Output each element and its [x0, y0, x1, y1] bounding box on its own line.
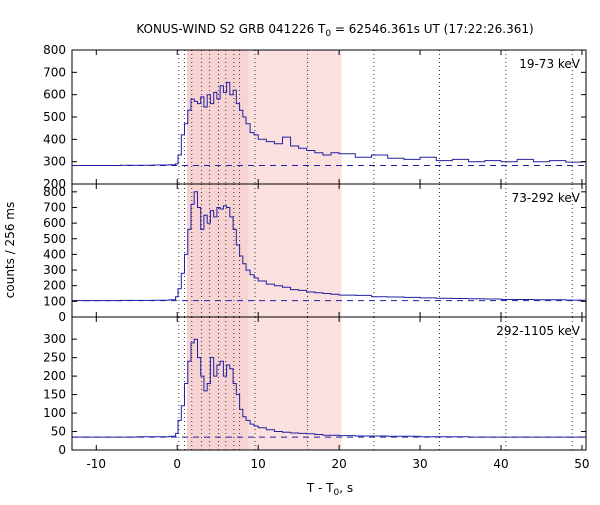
- highlight-band-inner: [186, 50, 249, 184]
- energy-band-label: 73-292 keV: [512, 191, 581, 205]
- light-curve-bottom: [72, 338, 586, 438]
- x-axis-label-main: T - T: [306, 481, 334, 495]
- y-tick-label: 250: [43, 351, 66, 365]
- chart-title-main: KONUS-WIND S2 GRB 041226 T: [136, 22, 326, 36]
- light-curve-middle: [72, 191, 586, 302]
- chart-title: KONUS-WIND S2 GRB 041226 T0 = 62546.361s…: [136, 22, 533, 39]
- x-axis-label-rest: , s: [339, 481, 353, 495]
- x-axis-label: T - T0, s: [306, 481, 353, 498]
- y-tick-label: 100: [43, 406, 66, 420]
- energy-band-label: 19-73 keV: [519, 57, 581, 71]
- y-tick-label: 200: [43, 279, 66, 293]
- y-tick-label: 800: [43, 185, 66, 199]
- y-tick-label: 300: [43, 332, 66, 346]
- y-tick-label: 500: [43, 110, 66, 124]
- x-tick-label: 40: [493, 457, 508, 471]
- y-tick-label: 300: [43, 155, 66, 169]
- x-tick-label: 10: [251, 457, 266, 471]
- x-tick-label: 20: [331, 457, 346, 471]
- y-tick-label: 50: [51, 425, 66, 439]
- y-tick-label: 400: [43, 132, 66, 146]
- y-tick-label: 700: [43, 65, 66, 79]
- y-tick-label: 400: [43, 247, 66, 261]
- y-tick-label: 600: [43, 216, 66, 230]
- y-axis-label: counts / 256 ms: [3, 202, 17, 298]
- highlight-band-inner: [186, 317, 249, 450]
- chart-title-sub: 0: [325, 29, 331, 39]
- y-tick-label: 200: [43, 369, 66, 383]
- x-tick-label: 30: [412, 457, 427, 471]
- y-tick-label: 700: [43, 200, 66, 214]
- y-tick-label: 300: [43, 263, 66, 277]
- panel-top: 200 300 400 500 600 700 800 19-73 keV: [43, 43, 587, 191]
- energy-band-label: 292-1105 keV: [496, 324, 580, 338]
- panel-frame: [71, 316, 587, 451]
- chart-title-rest: = 62546.361s UT (17:22:26.361): [331, 22, 534, 36]
- x-tick-label: 0: [173, 457, 181, 471]
- y-tick-label: 800: [43, 43, 66, 57]
- y-tick-label: 0: [58, 310, 66, 324]
- x-tick-label: 50: [574, 457, 589, 471]
- y-tick-label: 150: [43, 388, 66, 402]
- panel-bottom: 0 50 100 150 200 250 300 292-1105 keV: [43, 316, 587, 457]
- y-tick-label: 0: [58, 443, 66, 457]
- y-tick-label: 500: [43, 232, 66, 246]
- light-curve-top: [72, 81, 586, 166]
- y-tick-label: 600: [43, 88, 66, 102]
- x-axis-label-sub: 0: [334, 488, 340, 498]
- y-tick-label: 200: [43, 177, 66, 191]
- y-tick-label: 100: [43, 294, 66, 308]
- x-tick-label: -10: [86, 457, 106, 471]
